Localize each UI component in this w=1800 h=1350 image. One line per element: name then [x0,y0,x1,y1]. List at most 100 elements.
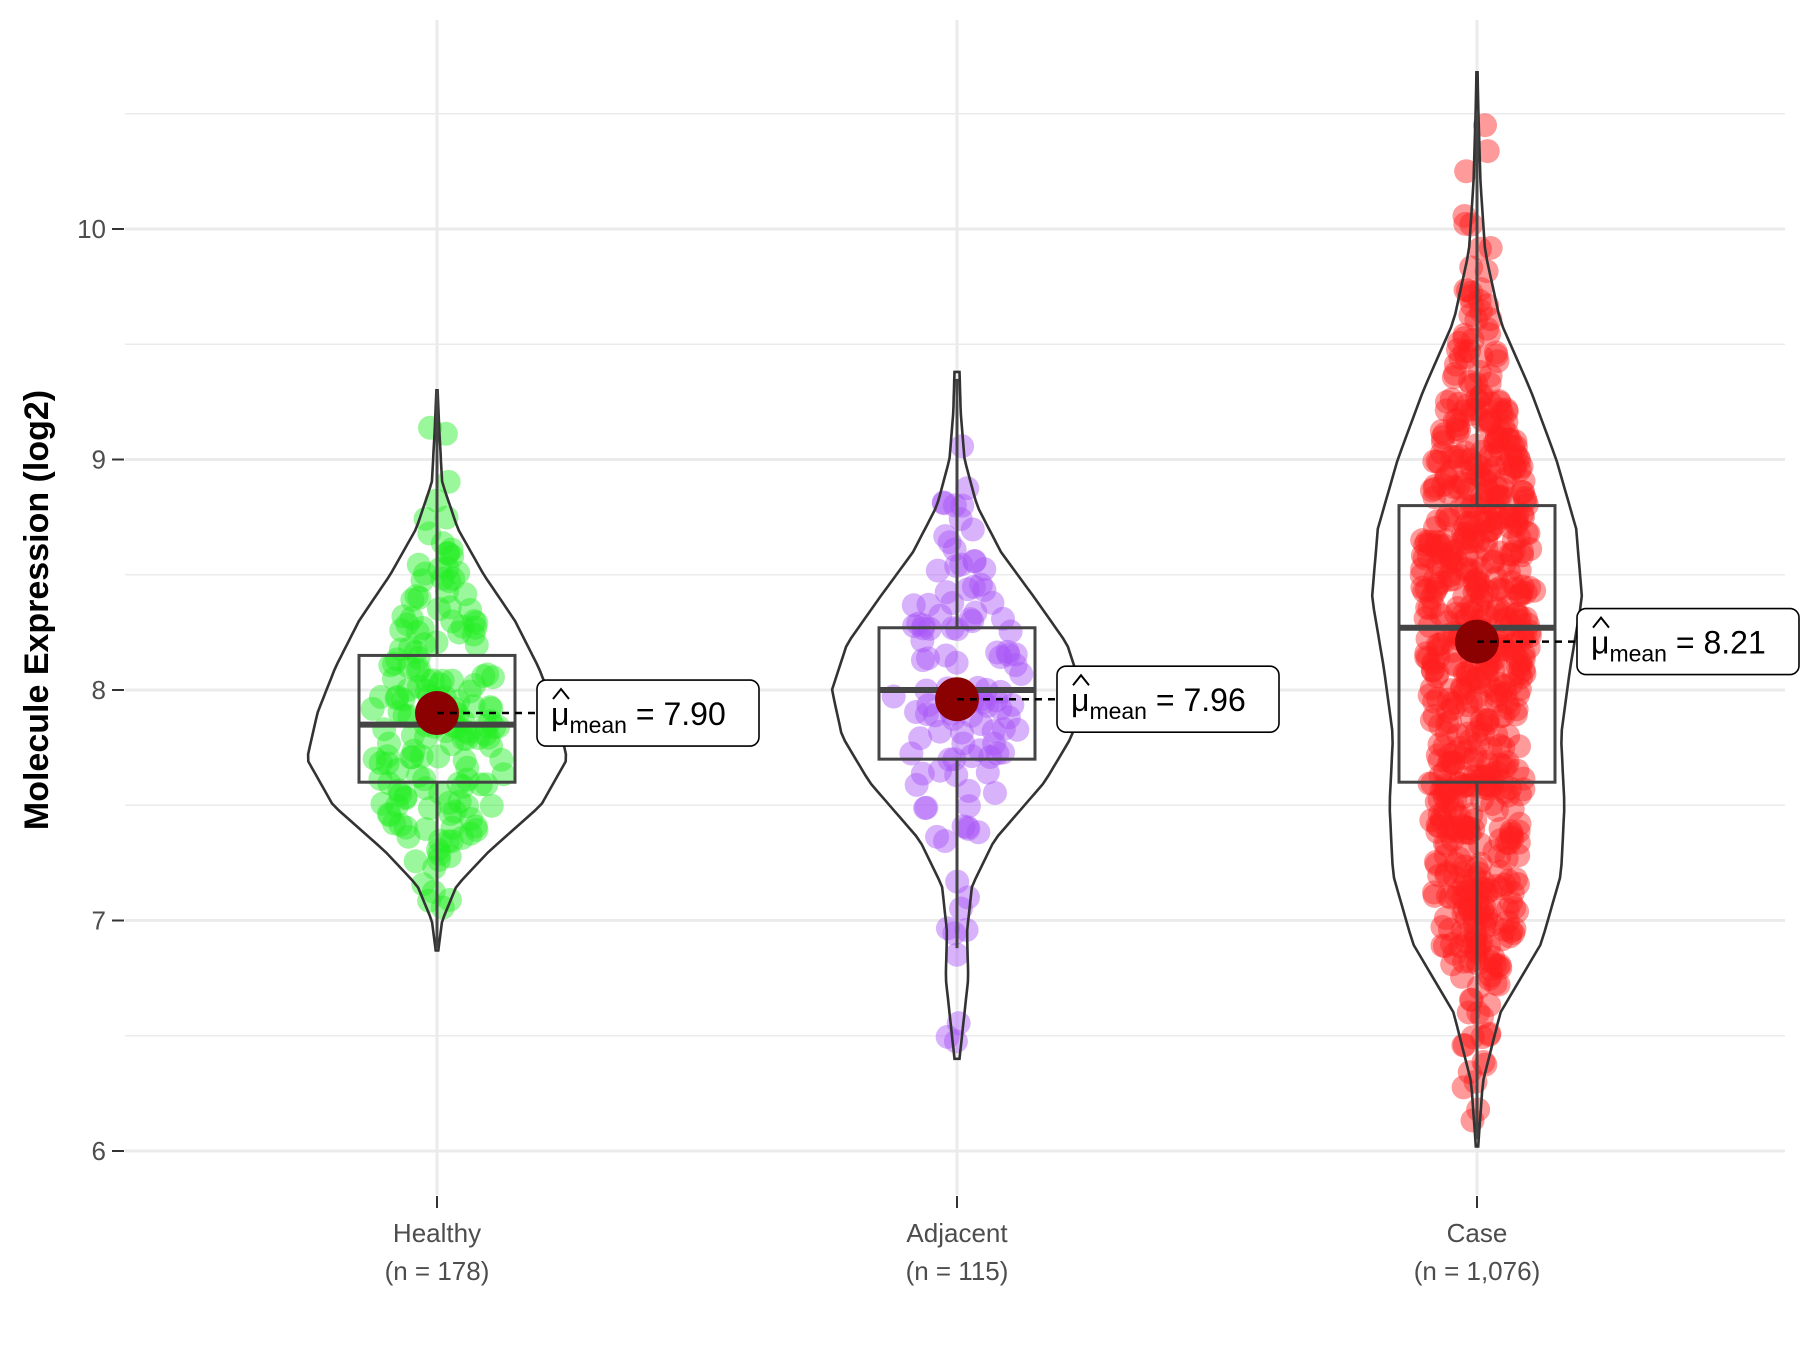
mean-label-box [1576,607,1800,676]
data-point [1009,662,1034,687]
data-point [1506,830,1531,855]
data-point [1439,932,1464,957]
data-point [368,684,393,709]
data-point [1442,941,1467,966]
data-point [442,799,467,824]
data-point [1474,708,1499,733]
data-point [455,767,480,792]
data-point [1496,427,1521,452]
data-point [1487,953,1512,978]
data-point [1496,783,1521,808]
data-point [1477,322,1502,347]
box-iqr [357,653,517,784]
data-point [427,672,452,697]
data-point [1440,691,1465,716]
data-point [1430,933,1455,958]
data-point [1425,529,1450,554]
data-point [1466,666,1491,691]
data-point [1509,454,1534,479]
data-point [1475,412,1500,437]
data-point [1439,550,1464,575]
data-point [1478,896,1503,921]
data-point [1510,539,1535,564]
data-point [1494,846,1519,871]
data-point [1484,683,1509,708]
data-point [451,774,476,799]
data-point [1435,789,1460,814]
mean-label-box [1056,665,1280,734]
mean-label: μmean = 7.90 [536,679,760,747]
data-point [422,855,447,880]
data-point [1511,766,1536,791]
data-point [1478,949,1503,974]
data-point [1474,537,1499,562]
data-point [902,613,927,638]
data-point [1431,773,1456,798]
data-point [962,549,987,574]
data-point [1504,513,1529,538]
data-point [1474,907,1499,932]
data-point [409,744,434,769]
data-point [1435,699,1460,724]
data-point [1448,443,1473,468]
data-point [1450,813,1475,838]
data-point [1501,528,1526,553]
data-point [1443,851,1468,876]
data-point [1503,455,1528,480]
data-point [995,639,1020,664]
data-point [1441,475,1466,500]
data-point [1425,686,1450,711]
data-point [1453,765,1478,790]
data-point [1456,477,1481,502]
y-tick-label: 8 [92,675,106,705]
data-point [466,726,491,751]
data-point [1449,964,1474,989]
data-point [1475,519,1500,544]
data-point [385,684,410,709]
data-point [1461,817,1486,842]
data-point [440,544,465,569]
data-point [1472,915,1497,940]
data-point [1497,924,1522,949]
data-point [1460,529,1485,554]
data-point [1503,506,1528,531]
data-point [426,744,451,769]
data-point [1484,599,1509,624]
data-point [387,699,412,724]
data-point [428,828,453,853]
data-point [1505,504,1530,529]
data-point [1445,416,1470,441]
data-point [1446,475,1471,500]
data-point [934,643,959,668]
data-point [1435,710,1460,735]
data-point [1467,901,1492,926]
data-point [1508,782,1533,807]
data-point [1469,384,1494,409]
data-point [1456,897,1481,922]
data-point [1499,824,1524,849]
data-point [1484,688,1509,713]
data-point [991,717,1016,742]
data-point [1425,573,1450,598]
data-point [1495,897,1520,922]
data-point [413,506,438,531]
data-point [1419,586,1444,611]
data-point [1414,577,1439,602]
data-point [1511,646,1536,671]
data-point [1491,703,1516,728]
data-point [1498,819,1523,844]
data-point [1457,338,1482,363]
data-point [1496,868,1521,893]
data-point [1463,743,1488,768]
data-point [1443,361,1468,386]
data-point [435,541,460,566]
data-point [1430,425,1455,450]
data-point [1454,345,1479,370]
data-point [406,674,431,699]
data-point [1512,486,1537,511]
data-point [1494,753,1519,778]
data-point [398,635,423,660]
data-point [1499,542,1524,567]
data-point [1487,843,1512,868]
data-point [963,600,988,625]
